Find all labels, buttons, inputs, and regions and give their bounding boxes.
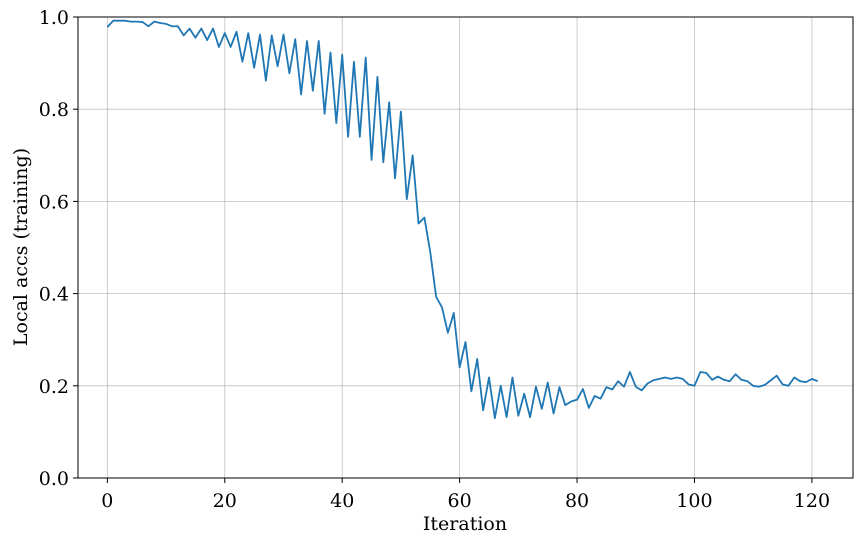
y-tick-label: 0.2 [39, 376, 69, 398]
x-tick-label: 0 [101, 490, 113, 512]
y-tick-label: 0.8 [39, 99, 69, 121]
x-tick-label: 100 [676, 490, 712, 512]
x-tick-label: 60 [448, 490, 472, 512]
x-tick-label: 80 [565, 490, 589, 512]
x-tick-label: 120 [794, 490, 830, 512]
y-tick-label: 0.0 [39, 468, 69, 490]
y-tick-label: 0.4 [39, 284, 69, 306]
x-tick-label: 20 [213, 490, 237, 512]
series-line [106, 19, 819, 419]
plot-frame [77, 16, 854, 479]
y-tick-label: 0.6 [39, 191, 69, 213]
y-tick-label: 1.0 [39, 7, 69, 29]
x-tick-label: 40 [330, 490, 354, 512]
x-axis-label: Iteration [423, 513, 507, 535]
y-axis-label: Local accs (training) [10, 148, 32, 346]
axis-ticks: 0 20 40 60 80 100 120 0.0 0.2 0.4 0.6 0.8 1.0 [39, 7, 830, 512]
grid-lines [78, 16, 853, 479]
series-layer [106, 19, 819, 419]
